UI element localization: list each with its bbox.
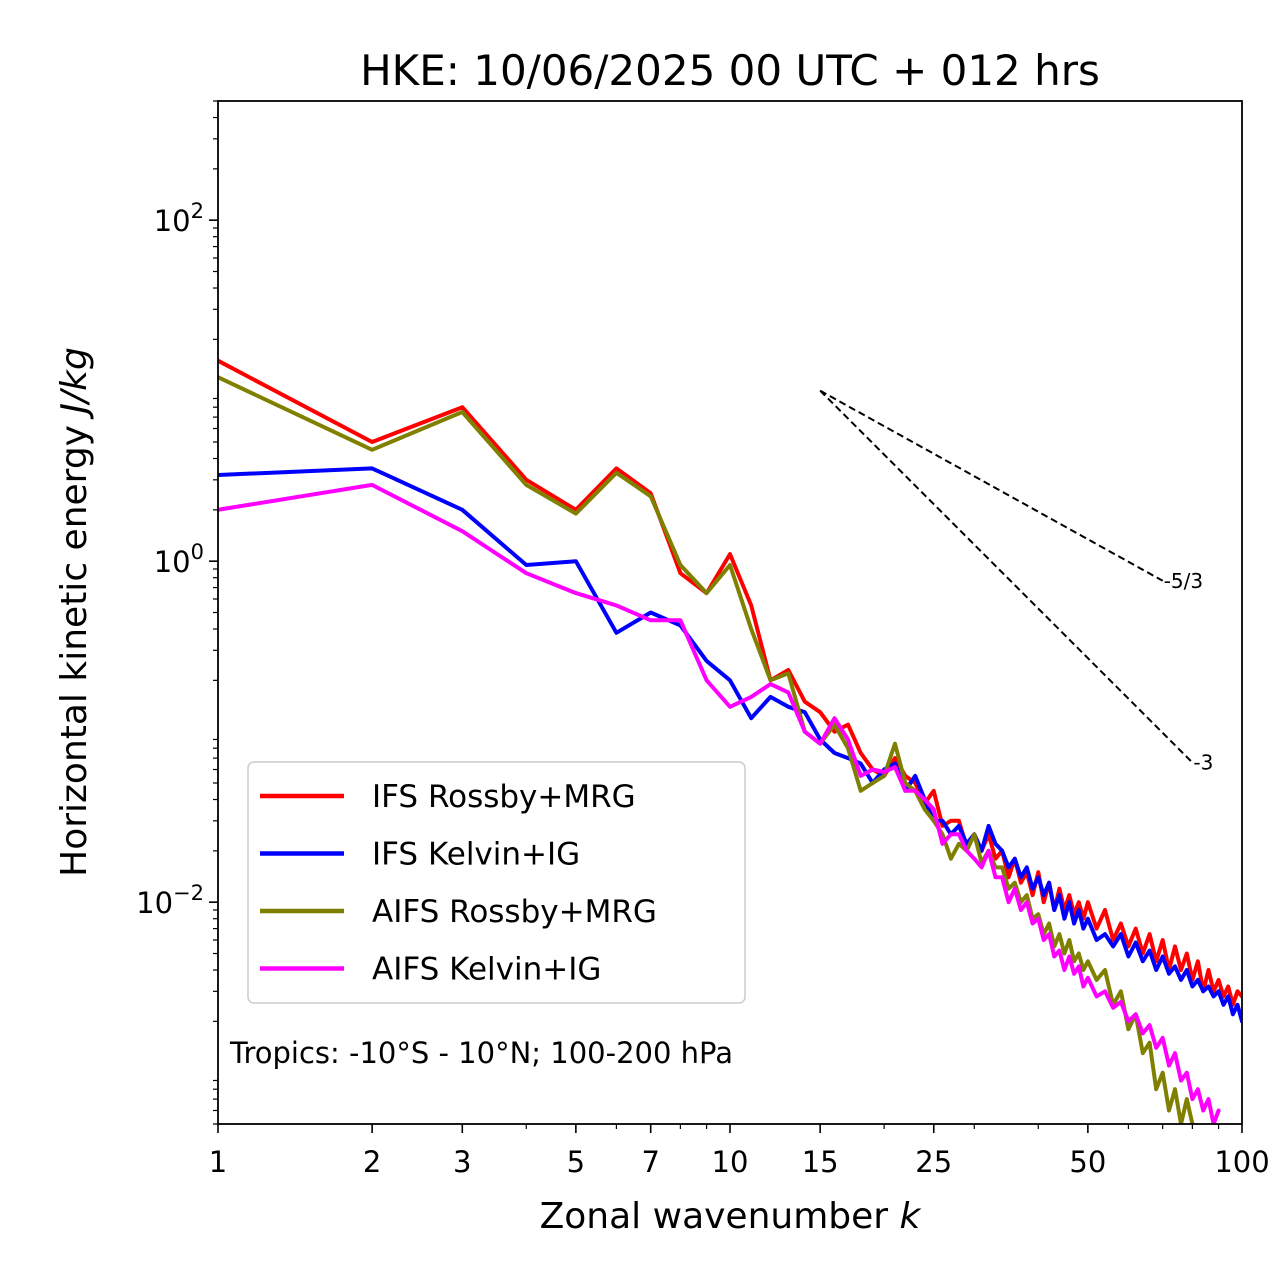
series-group xyxy=(218,358,1242,1124)
x-axis: 1 2 3 5 7 10 15 25 50 100 xyxy=(209,1124,1270,1179)
y-axis-label-unit: J/kg xyxy=(54,347,95,419)
x-axis-label-var: k xyxy=(900,1196,923,1237)
legend-box xyxy=(247,761,746,1004)
legend-label-3: AIFS Rossby+MRG xyxy=(372,894,657,930)
y-tick-label: 102 xyxy=(154,199,204,238)
legend-label-4: AIFS Kelvin+IG xyxy=(372,952,601,988)
x-tick-label: 5 xyxy=(567,1145,585,1179)
slope-label-2: -3 xyxy=(1193,751,1213,775)
legend-label-2: IFS Kelvin+IG xyxy=(372,837,580,873)
legend: IFS Rossby+MRG IFS Kelvin+IG AIFS Rossby+M… xyxy=(247,761,746,1004)
x-tick-label: 2 xyxy=(363,1145,381,1179)
x-tick-label: 100 xyxy=(1214,1145,1269,1179)
y-tick-label: 10−2 xyxy=(136,881,204,920)
series-line-4 xyxy=(218,482,1221,1124)
slope-label-1: -5/3 xyxy=(1164,569,1203,593)
x-axis-label: Zonal wavenumber k xyxy=(540,1196,923,1237)
y-axis-label: Horizontal kinetic energy J/kg xyxy=(54,347,95,877)
reference-slopes: -5/3 -3 xyxy=(819,389,1213,775)
y-axis-label-text: Horizontal kinetic energy xyxy=(54,414,95,877)
y-axis: 10−2 100 102 xyxy=(136,100,218,1125)
x-axis-label-text: Zonal wavenumber xyxy=(540,1196,900,1237)
x-tick-label: 1 xyxy=(209,1145,227,1179)
x-tick-label: 10 xyxy=(712,1145,749,1179)
legend-label-1: IFS Rossby+MRG xyxy=(372,779,636,815)
y-tick-label: 100 xyxy=(154,540,204,579)
x-tick-label: 25 xyxy=(915,1145,952,1179)
x-tick-label: 15 xyxy=(802,1145,839,1179)
chart-title: HKE: 10/06/2025 00 UTC + 012 hrs xyxy=(360,46,1100,95)
x-tick-label: 3 xyxy=(453,1145,471,1179)
region-annotation: Tropics: -10°S - 10°N; 100-200 hPa xyxy=(229,1036,733,1070)
x-tick-label: 50 xyxy=(1069,1145,1106,1179)
x-tick-label: 7 xyxy=(641,1145,659,1179)
